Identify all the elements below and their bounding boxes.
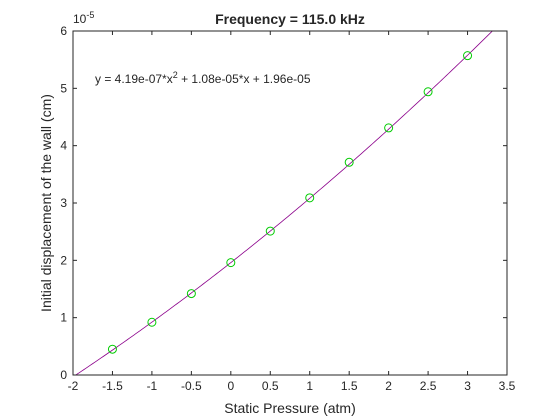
y-axis-exponent: 10-5: [73, 10, 94, 26]
data-point-marker: [107, 344, 117, 354]
data-point-marker: [344, 157, 354, 167]
x-ticks: -2 -1.5 -1 -0.5 0 0.5 1 1.5 2 2.5 3 3.5: [68, 31, 516, 393]
data-point-marker: [147, 317, 157, 327]
data-point-marker: [463, 51, 473, 61]
x-tick-label: 0: [227, 379, 234, 393]
fit-equation-prefix: y = 4.19e-07*x: [95, 72, 173, 86]
fit-equation-suffix: + 1.08e-05*x + 1.96e-05: [178, 72, 311, 86]
x-tick-label: 2: [385, 379, 392, 393]
y-tick-label: 3: [60, 196, 67, 210]
data-point-marker: [305, 193, 315, 203]
fit-layer: [75, 31, 493, 375]
fit-equation-power: 2: [173, 70, 178, 80]
y-tick-label: 2: [60, 253, 67, 267]
x-tick-label: 3: [464, 379, 471, 393]
x-axis-label: Static Pressure (atm): [224, 400, 355, 416]
x-tick-label: -1: [147, 379, 158, 393]
y-tick-label: 5: [60, 81, 67, 95]
x-tick-label: 0.5: [262, 379, 279, 393]
x-tick-label: -2: [68, 379, 79, 393]
y-tick-label: 0: [60, 368, 67, 382]
y-axis-exponent-base: 10: [73, 12, 87, 26]
x-tick-label: 1: [306, 379, 313, 393]
y-ticks: 0 1 2 3 4 5 6: [60, 24, 507, 382]
y-axis-exponent-power: -5: [86, 10, 94, 20]
plot-area: [73, 31, 507, 375]
x-tick-label: -0.5: [181, 379, 202, 393]
x-tick-label: 3.5: [499, 379, 516, 393]
y-axis-label: Initial displacement of the wall (cm): [38, 94, 54, 312]
y-tick-label: 4: [60, 139, 67, 153]
y-tick-label: 1: [60, 311, 67, 325]
data-point-marker: [423, 87, 433, 97]
chart-title: Frequency = 115.0 kHz: [215, 11, 365, 27]
x-tick-label: 2.5: [420, 379, 437, 393]
data-point-marker: [384, 123, 394, 133]
marker-layer: [107, 51, 473, 354]
x-tick-label: 1.5: [341, 379, 358, 393]
y-tick-label: 6: [60, 24, 67, 38]
fit-curve: [75, 31, 493, 375]
data-point-marker: [186, 289, 196, 299]
x-tick-label: -1.5: [102, 379, 123, 393]
fit-equation: y = 4.19e-07*x2 + 1.08e-05*x + 1.96e-05: [95, 70, 311, 86]
data-point-marker: [265, 226, 275, 236]
data-point-marker: [226, 258, 236, 268]
